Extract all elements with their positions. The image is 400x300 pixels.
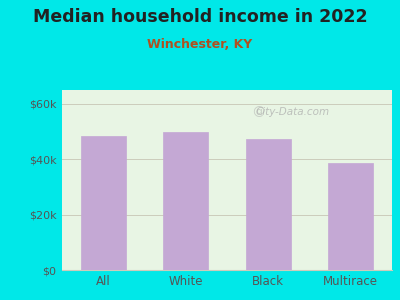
Bar: [246, 139, 291, 270]
Bar: [328, 164, 374, 270]
Text: @: @: [252, 105, 265, 118]
Text: Median household income in 2022: Median household income in 2022: [33, 8, 367, 26]
Bar: [80, 136, 126, 270]
Text: Winchester, KY: Winchester, KY: [147, 38, 253, 50]
Bar: [163, 132, 208, 270]
Text: City-Data.com: City-Data.com: [256, 106, 330, 117]
